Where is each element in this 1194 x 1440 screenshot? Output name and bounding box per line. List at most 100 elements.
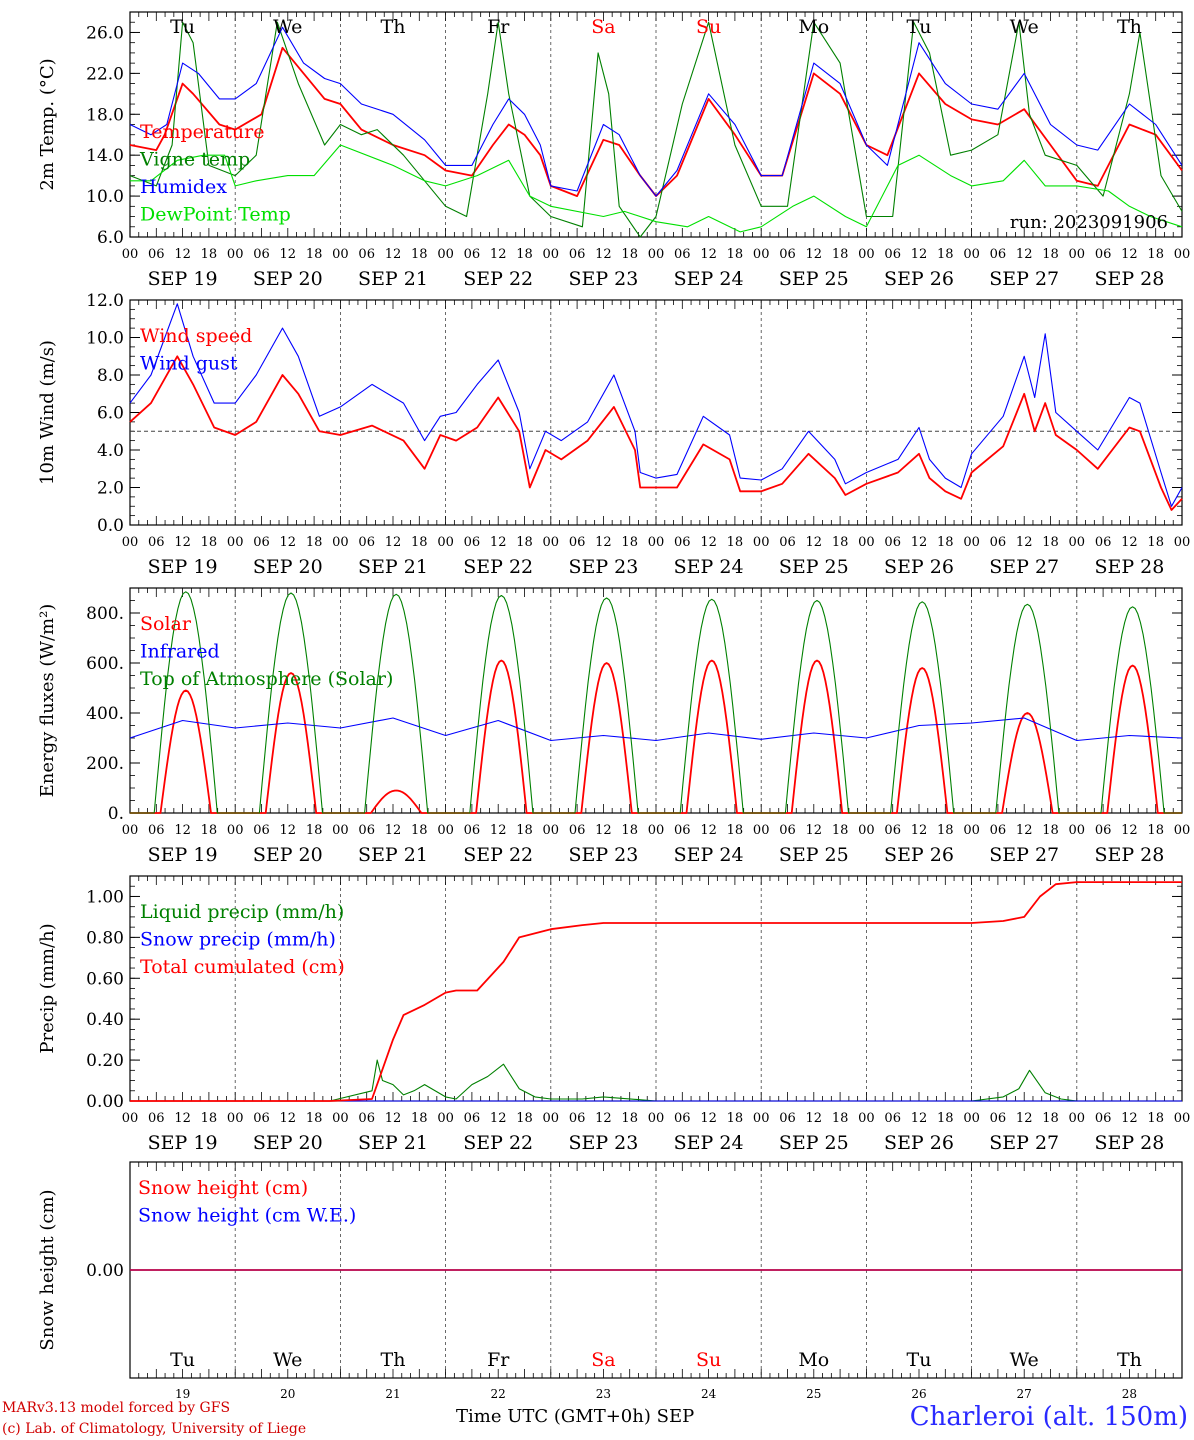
hour-label: 00: [648, 535, 665, 550]
hour-label: 06: [464, 1111, 481, 1126]
date-label: SEP 25: [779, 844, 849, 866]
hour-label: 06: [569, 247, 586, 262]
hour-label: 18: [1147, 535, 1164, 550]
hour-label: 18: [306, 247, 323, 262]
hour-label: 00: [227, 535, 244, 550]
day-name-top: Fr: [487, 16, 510, 38]
hour-label: 00: [543, 247, 560, 262]
hour-label: 00: [1069, 535, 1086, 550]
hour-label: 12: [490, 823, 507, 838]
hour-label: 06: [779, 247, 796, 262]
hour-label: 00: [122, 535, 139, 550]
hour-label: 06: [1095, 535, 1112, 550]
hour-label: 00: [648, 247, 665, 262]
date-label: SEP 20: [253, 556, 323, 578]
date-label: SEP 24: [674, 1132, 744, 1154]
hour-label: 00: [963, 535, 980, 550]
y-tick-label: 0.00: [86, 1261, 124, 1281]
hour-label: 00: [437, 535, 454, 550]
hour-label: 06: [779, 535, 796, 550]
legend-infrared: Infrared: [140, 641, 220, 663]
hour-label: 06: [148, 535, 165, 550]
hour-label: 00: [648, 823, 665, 838]
hour-label: 18: [201, 823, 218, 838]
y-tick-label: 2.0: [97, 479, 124, 499]
hour-label: 12: [280, 535, 297, 550]
hour-label: 06: [464, 823, 481, 838]
hour-label: 18: [201, 535, 218, 550]
day-number: 22: [491, 1387, 506, 1401]
date-label: SEP 19: [148, 1132, 218, 1154]
hour-label: 06: [253, 1111, 270, 1126]
legend-solar: Solar: [140, 613, 192, 635]
hour-label: 18: [306, 535, 323, 550]
hour-label: 00: [1174, 1111, 1191, 1126]
y-axis-label: Precip (mm/h): [37, 923, 58, 1053]
day-number: 20: [280, 1387, 295, 1401]
hour-label: 12: [490, 247, 507, 262]
hour-label: 18: [727, 1111, 744, 1126]
hour-label: 00: [858, 823, 875, 838]
date-label: SEP 23: [568, 1132, 638, 1154]
y-tick-label: 400.: [86, 704, 124, 724]
hour-label: 06: [884, 823, 901, 838]
legend-humidex: Humidex: [140, 176, 227, 198]
date-label: SEP 24: [674, 268, 744, 290]
hour-label: 06: [674, 535, 691, 550]
day-name-bottom: We: [273, 1349, 302, 1371]
hour-label: 00: [332, 535, 349, 550]
y-tick-label: 12.0: [86, 291, 124, 311]
y-tick-label: 14.0: [86, 146, 124, 166]
hour-label: 18: [727, 535, 744, 550]
hour-label: 12: [280, 823, 297, 838]
hour-label: 06: [884, 1111, 901, 1126]
hour-label: 00: [122, 247, 139, 262]
hour-label: 12: [174, 247, 191, 262]
hour-label: 00: [1069, 247, 1086, 262]
hour-label: 06: [569, 823, 586, 838]
day-number: 24: [701, 1387, 717, 1401]
legend-vigne-temp: Vigne temp: [139, 149, 250, 171]
date-label: SEP 25: [779, 556, 849, 578]
y-tick-label: 18.0: [86, 105, 124, 125]
day-number: 21: [385, 1387, 400, 1401]
hour-label: 00: [543, 1111, 560, 1126]
y-axis-label: 10m Wind (m/s): [37, 340, 58, 485]
day-name-top: Sa: [591, 16, 615, 38]
hour-label: 00: [437, 823, 454, 838]
day-name-bottom: We: [1010, 1349, 1039, 1371]
series-line-top-of-atmosphere-solar-: [130, 591, 1182, 814]
legend-wind-gust: Wind gust: [140, 353, 238, 375]
hour-label: 12: [1016, 823, 1033, 838]
hour-label: 00: [1174, 535, 1191, 550]
hour-label: 00: [753, 1111, 770, 1126]
date-label: SEP 23: [568, 844, 638, 866]
hour-label: 18: [621, 535, 638, 550]
hour-label: 12: [700, 1111, 717, 1126]
hour-label: 18: [937, 1111, 954, 1126]
date-label: SEP 23: [568, 268, 638, 290]
hour-label: 18: [832, 247, 849, 262]
hour-label: 06: [674, 823, 691, 838]
hour-label: 00: [1069, 1111, 1086, 1126]
hour-label: 18: [516, 247, 533, 262]
legend-liquid-precip-mm-h-: Liquid precip (mm/h): [140, 901, 344, 923]
y-axis-label: Energy fluxes (W/m²): [37, 604, 58, 798]
day-name-bottom: Sa: [591, 1349, 615, 1371]
hour-label: 06: [253, 823, 270, 838]
hour-label: 06: [148, 247, 165, 262]
day-name-top: Mo: [798, 16, 829, 38]
y-tick-label: 0.20: [86, 1051, 124, 1071]
day-number: 25: [806, 1387, 821, 1401]
day-name-top: Tu: [907, 16, 932, 38]
hour-label: 00: [543, 823, 560, 838]
series-line-vigne-temp: [129, 21, 1183, 238]
footer-lab-text: (c) Lab. of Climatology, University of L…: [2, 1421, 307, 1437]
hour-label: 18: [937, 247, 954, 262]
day-name-bottom: Fr: [487, 1349, 510, 1371]
hour-label: 18: [1042, 535, 1059, 550]
hour-label: 18: [201, 1111, 218, 1126]
hour-label: 06: [464, 535, 481, 550]
date-label: SEP 19: [148, 844, 218, 866]
date-label: SEP 21: [358, 268, 428, 290]
